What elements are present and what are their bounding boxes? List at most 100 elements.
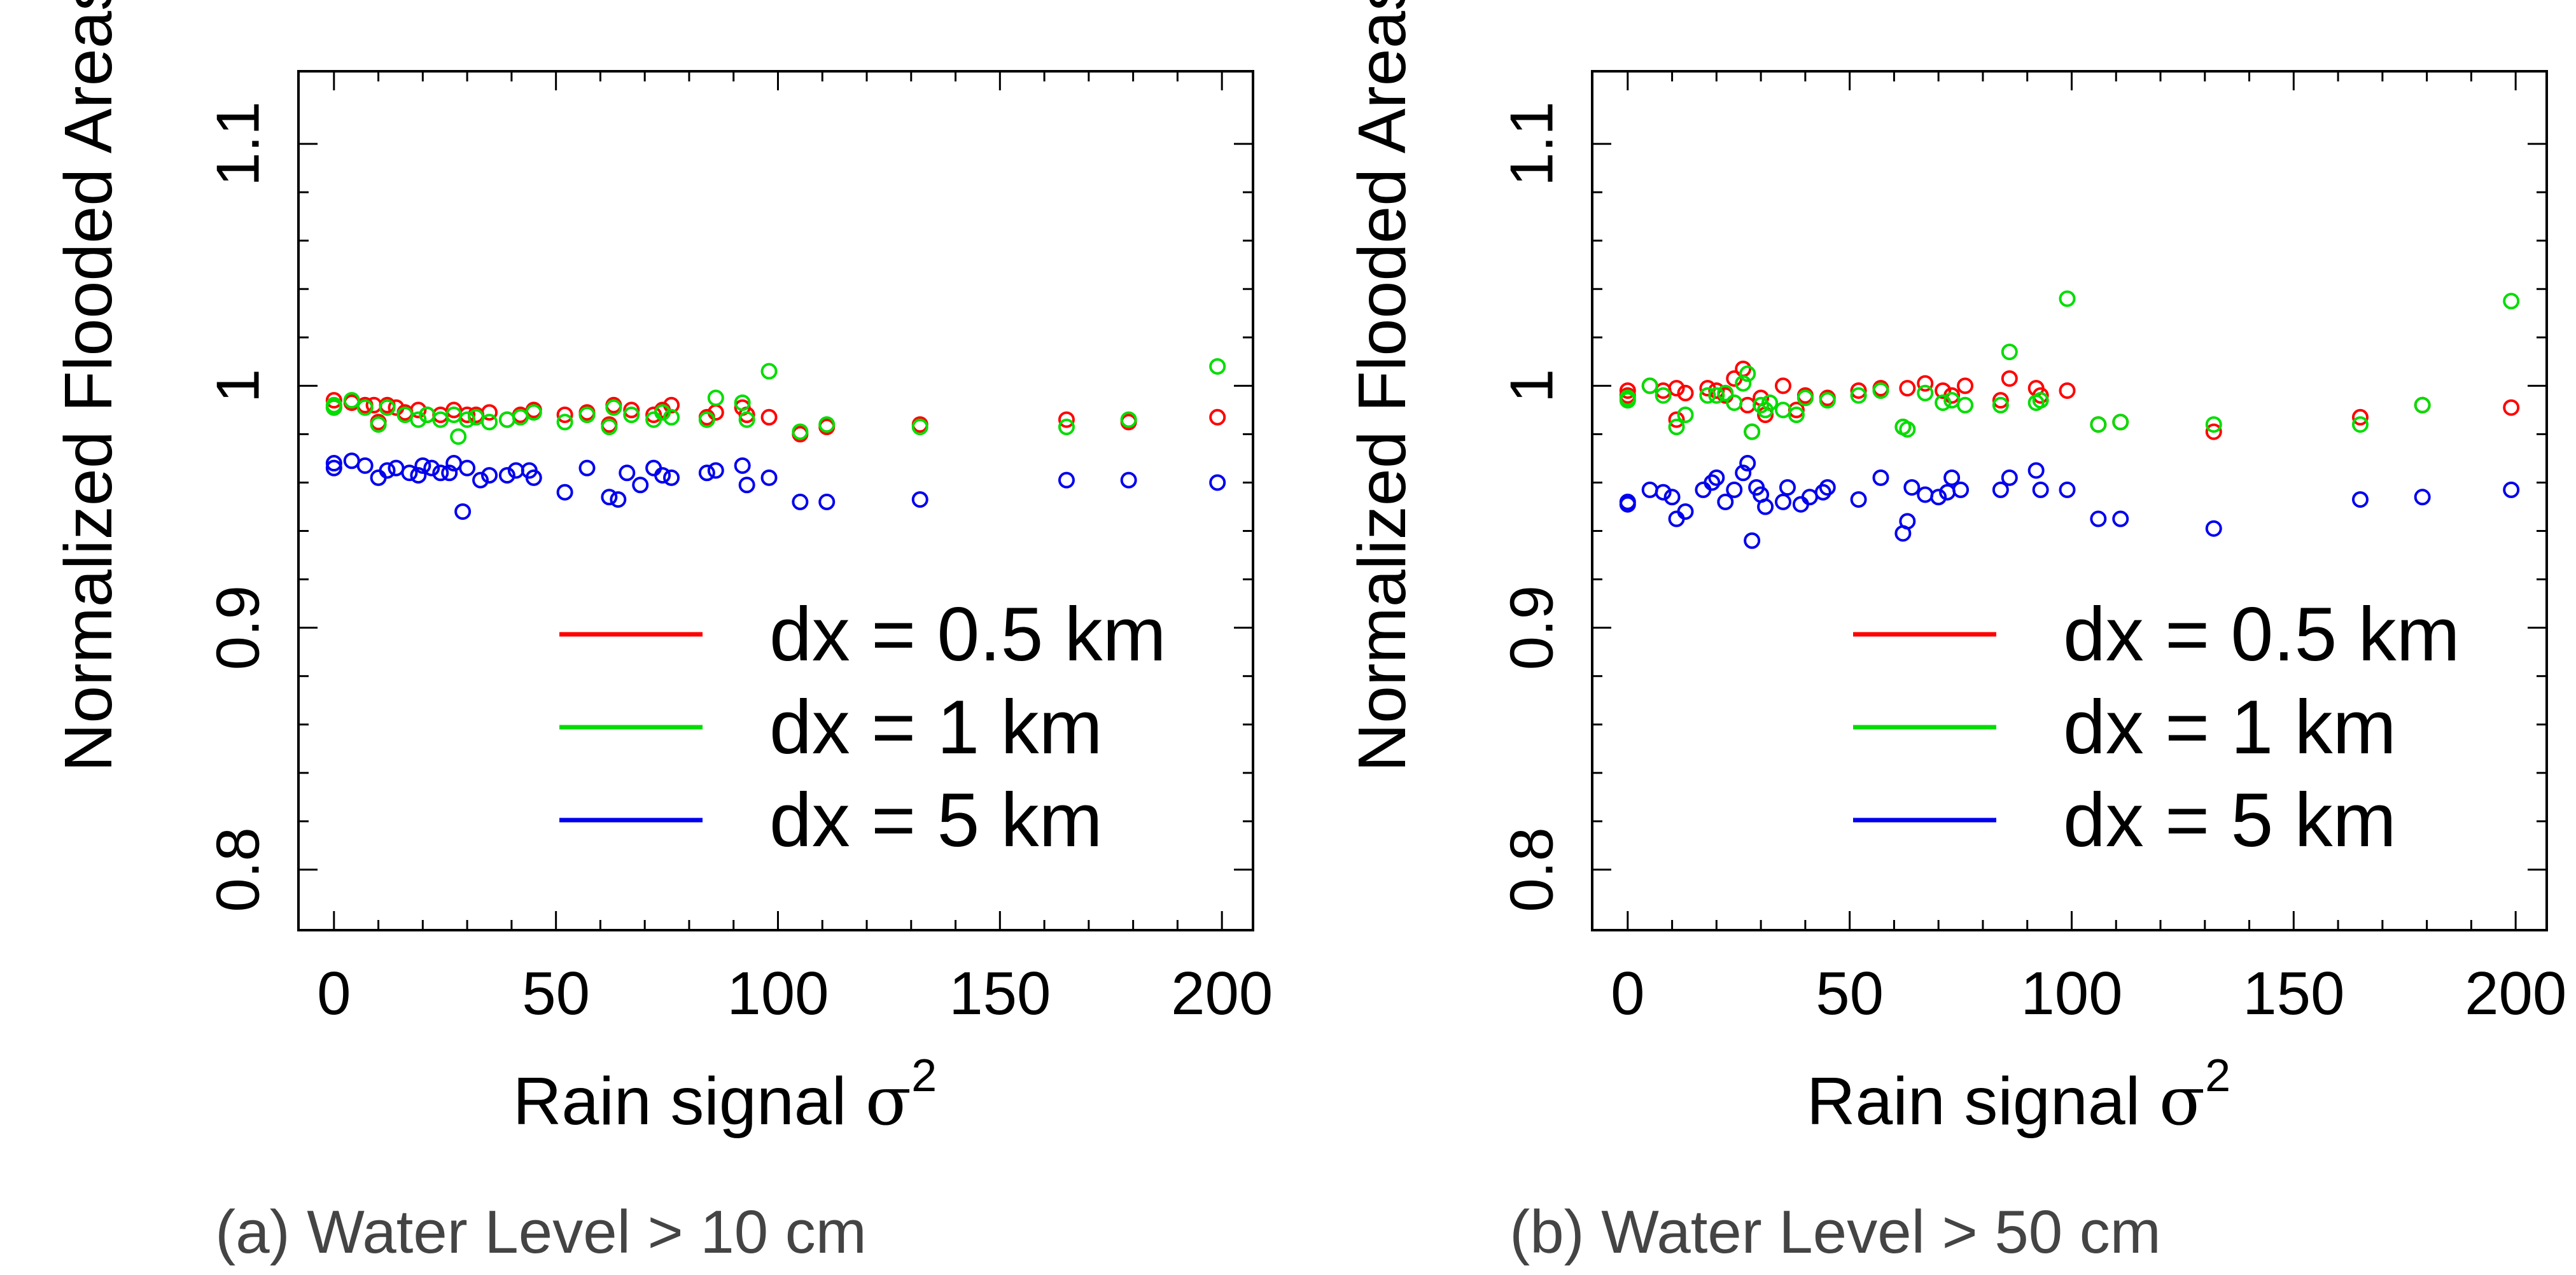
data-point (1872, 382, 1889, 399)
data-point (325, 459, 342, 477)
plot-frame (297, 70, 1254, 931)
data-point (760, 363, 778, 380)
data-point (370, 469, 387, 486)
data-point (2032, 392, 2049, 409)
data-point (1917, 384, 1934, 401)
x-tick-label: 150 (2243, 959, 2344, 1028)
data-point (610, 491, 627, 508)
data-point (663, 408, 680, 426)
data-point (2205, 423, 2222, 440)
data-point (1943, 469, 1961, 486)
y-axis-label: Normalized Flooded Areas [-] (1345, 0, 1420, 772)
data-point (1744, 532, 1761, 549)
data-point (1814, 484, 1831, 501)
data-point (1935, 382, 1952, 399)
data-point (1677, 407, 1694, 423)
data-point (1796, 389, 1814, 407)
data-point (325, 455, 342, 472)
y-tick-label: 0.8 (204, 827, 272, 912)
data-point (645, 459, 662, 477)
data-point (663, 469, 680, 486)
y-tick-label: 1.1 (204, 101, 272, 186)
data-point (388, 459, 405, 477)
data-point (698, 464, 715, 482)
data-point (578, 407, 596, 423)
data-point (2059, 481, 2076, 498)
data-point (2205, 416, 2222, 433)
data-point (459, 459, 476, 477)
data-point (2001, 344, 2018, 361)
data-point (760, 408, 778, 426)
x-tick-label: 50 (522, 959, 590, 1028)
data-point (525, 404, 542, 421)
data-point (481, 467, 498, 484)
data-point (2414, 396, 2431, 414)
data-point (2090, 416, 2107, 433)
data-point (481, 414, 498, 431)
data-point (818, 493, 836, 510)
data-point (654, 467, 671, 484)
data-point (325, 396, 342, 414)
data-point (2112, 414, 2129, 431)
data-point (1850, 491, 1867, 508)
y-tick-label: 1 (204, 369, 272, 403)
data-point (459, 411, 476, 428)
data-point (1757, 498, 1774, 515)
data-point (2205, 520, 2222, 537)
x-tick-label: 0 (317, 959, 351, 1028)
x-axis-label-symbol: σ (2159, 1062, 2205, 1140)
x-axis-label-exponent: 2 (2205, 1050, 2230, 1101)
legend-label: dx = 5 km (2063, 777, 2397, 863)
data-point (1775, 493, 1791, 510)
data-point (1872, 469, 1889, 486)
data-point (379, 399, 396, 416)
data-point (2351, 408, 2369, 426)
data-point (1209, 474, 1226, 491)
data-point (1619, 382, 1636, 399)
x-tick-label: 50 (1816, 959, 1884, 1028)
data-point (1935, 394, 1952, 411)
x-tick-label: 200 (2465, 959, 2566, 1028)
data-point (1699, 387, 1716, 404)
data-point (1058, 471, 1075, 489)
caption-a: (a) Water Level > 10 cm (215, 1198, 867, 1266)
data-point (911, 491, 928, 508)
data-point (601, 489, 618, 506)
legend-label: dx = 1 km (2063, 685, 2397, 770)
x-axis-label-text: Rain signal (1807, 1064, 2159, 1139)
data-point (1775, 377, 1791, 394)
data-point (525, 469, 542, 486)
data-point (760, 469, 778, 486)
data-point (1850, 387, 1867, 404)
data-point (1992, 392, 2009, 409)
plot-frame (1591, 70, 2548, 931)
series-3 (325, 452, 1226, 520)
data-point (1668, 411, 1685, 428)
series-3 (1619, 455, 2520, 549)
data-point (1695, 481, 1712, 498)
y-tick-label: 0.8 (1498, 827, 1566, 912)
data-point (2027, 462, 2045, 479)
data-point (2503, 399, 2520, 416)
data-point (356, 399, 374, 416)
data-point (734, 457, 751, 474)
data-point (698, 411, 715, 428)
data-point (450, 428, 467, 445)
data-point (1850, 382, 1867, 399)
data-point (623, 407, 640, 423)
data-point (2414, 489, 2431, 506)
x-axis-label: Rain signal σ2 (513, 1050, 937, 1140)
data-point (1779, 479, 1796, 496)
data-point (734, 394, 751, 411)
data-point (343, 452, 360, 470)
legend-label: dx = 0.5 km (2063, 592, 2460, 677)
data-point (601, 419, 618, 436)
x-tick-label: 150 (949, 959, 1051, 1028)
data-point (365, 396, 382, 414)
data-point (401, 464, 418, 482)
data-point (1619, 392, 1636, 409)
x-axis-label-symbol: σ (865, 1062, 911, 1140)
data-point (738, 477, 755, 494)
data-point (632, 477, 649, 494)
data-point (1744, 423, 1761, 440)
